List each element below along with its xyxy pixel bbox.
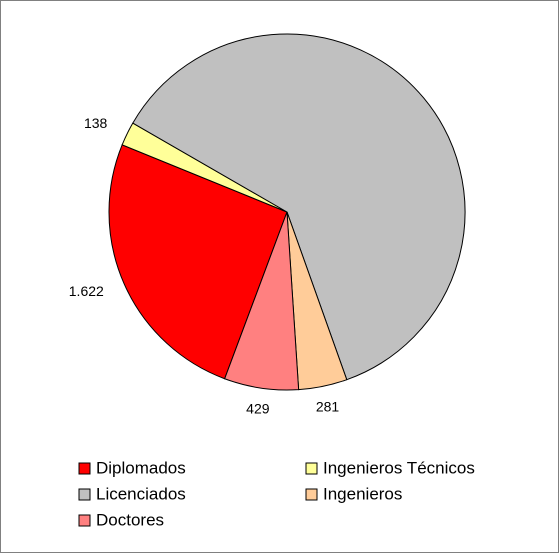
legend-label: Ingenieros bbox=[323, 484, 402, 503]
value-label: 1.622 bbox=[69, 283, 104, 299]
legend-swatch bbox=[305, 488, 318, 501]
legend-swatch bbox=[78, 462, 91, 475]
value-label: 138 bbox=[84, 115, 108, 131]
pie-slice bbox=[132, 33, 466, 381]
legend-swatch bbox=[305, 462, 318, 475]
value-label: 281 bbox=[316, 399, 340, 415]
legend-label: Diplomados bbox=[96, 458, 186, 477]
legend-label: Licenciados bbox=[96, 484, 186, 503]
legend-swatch bbox=[78, 514, 91, 527]
value-label: 429 bbox=[246, 401, 270, 417]
pie-slice bbox=[224, 211, 300, 391]
legend-label: Doctores bbox=[96, 510, 164, 529]
pie-slice bbox=[108, 144, 288, 380]
legend-swatch bbox=[78, 488, 91, 501]
legend-label: Ingenieros Técnicos bbox=[323, 458, 475, 477]
